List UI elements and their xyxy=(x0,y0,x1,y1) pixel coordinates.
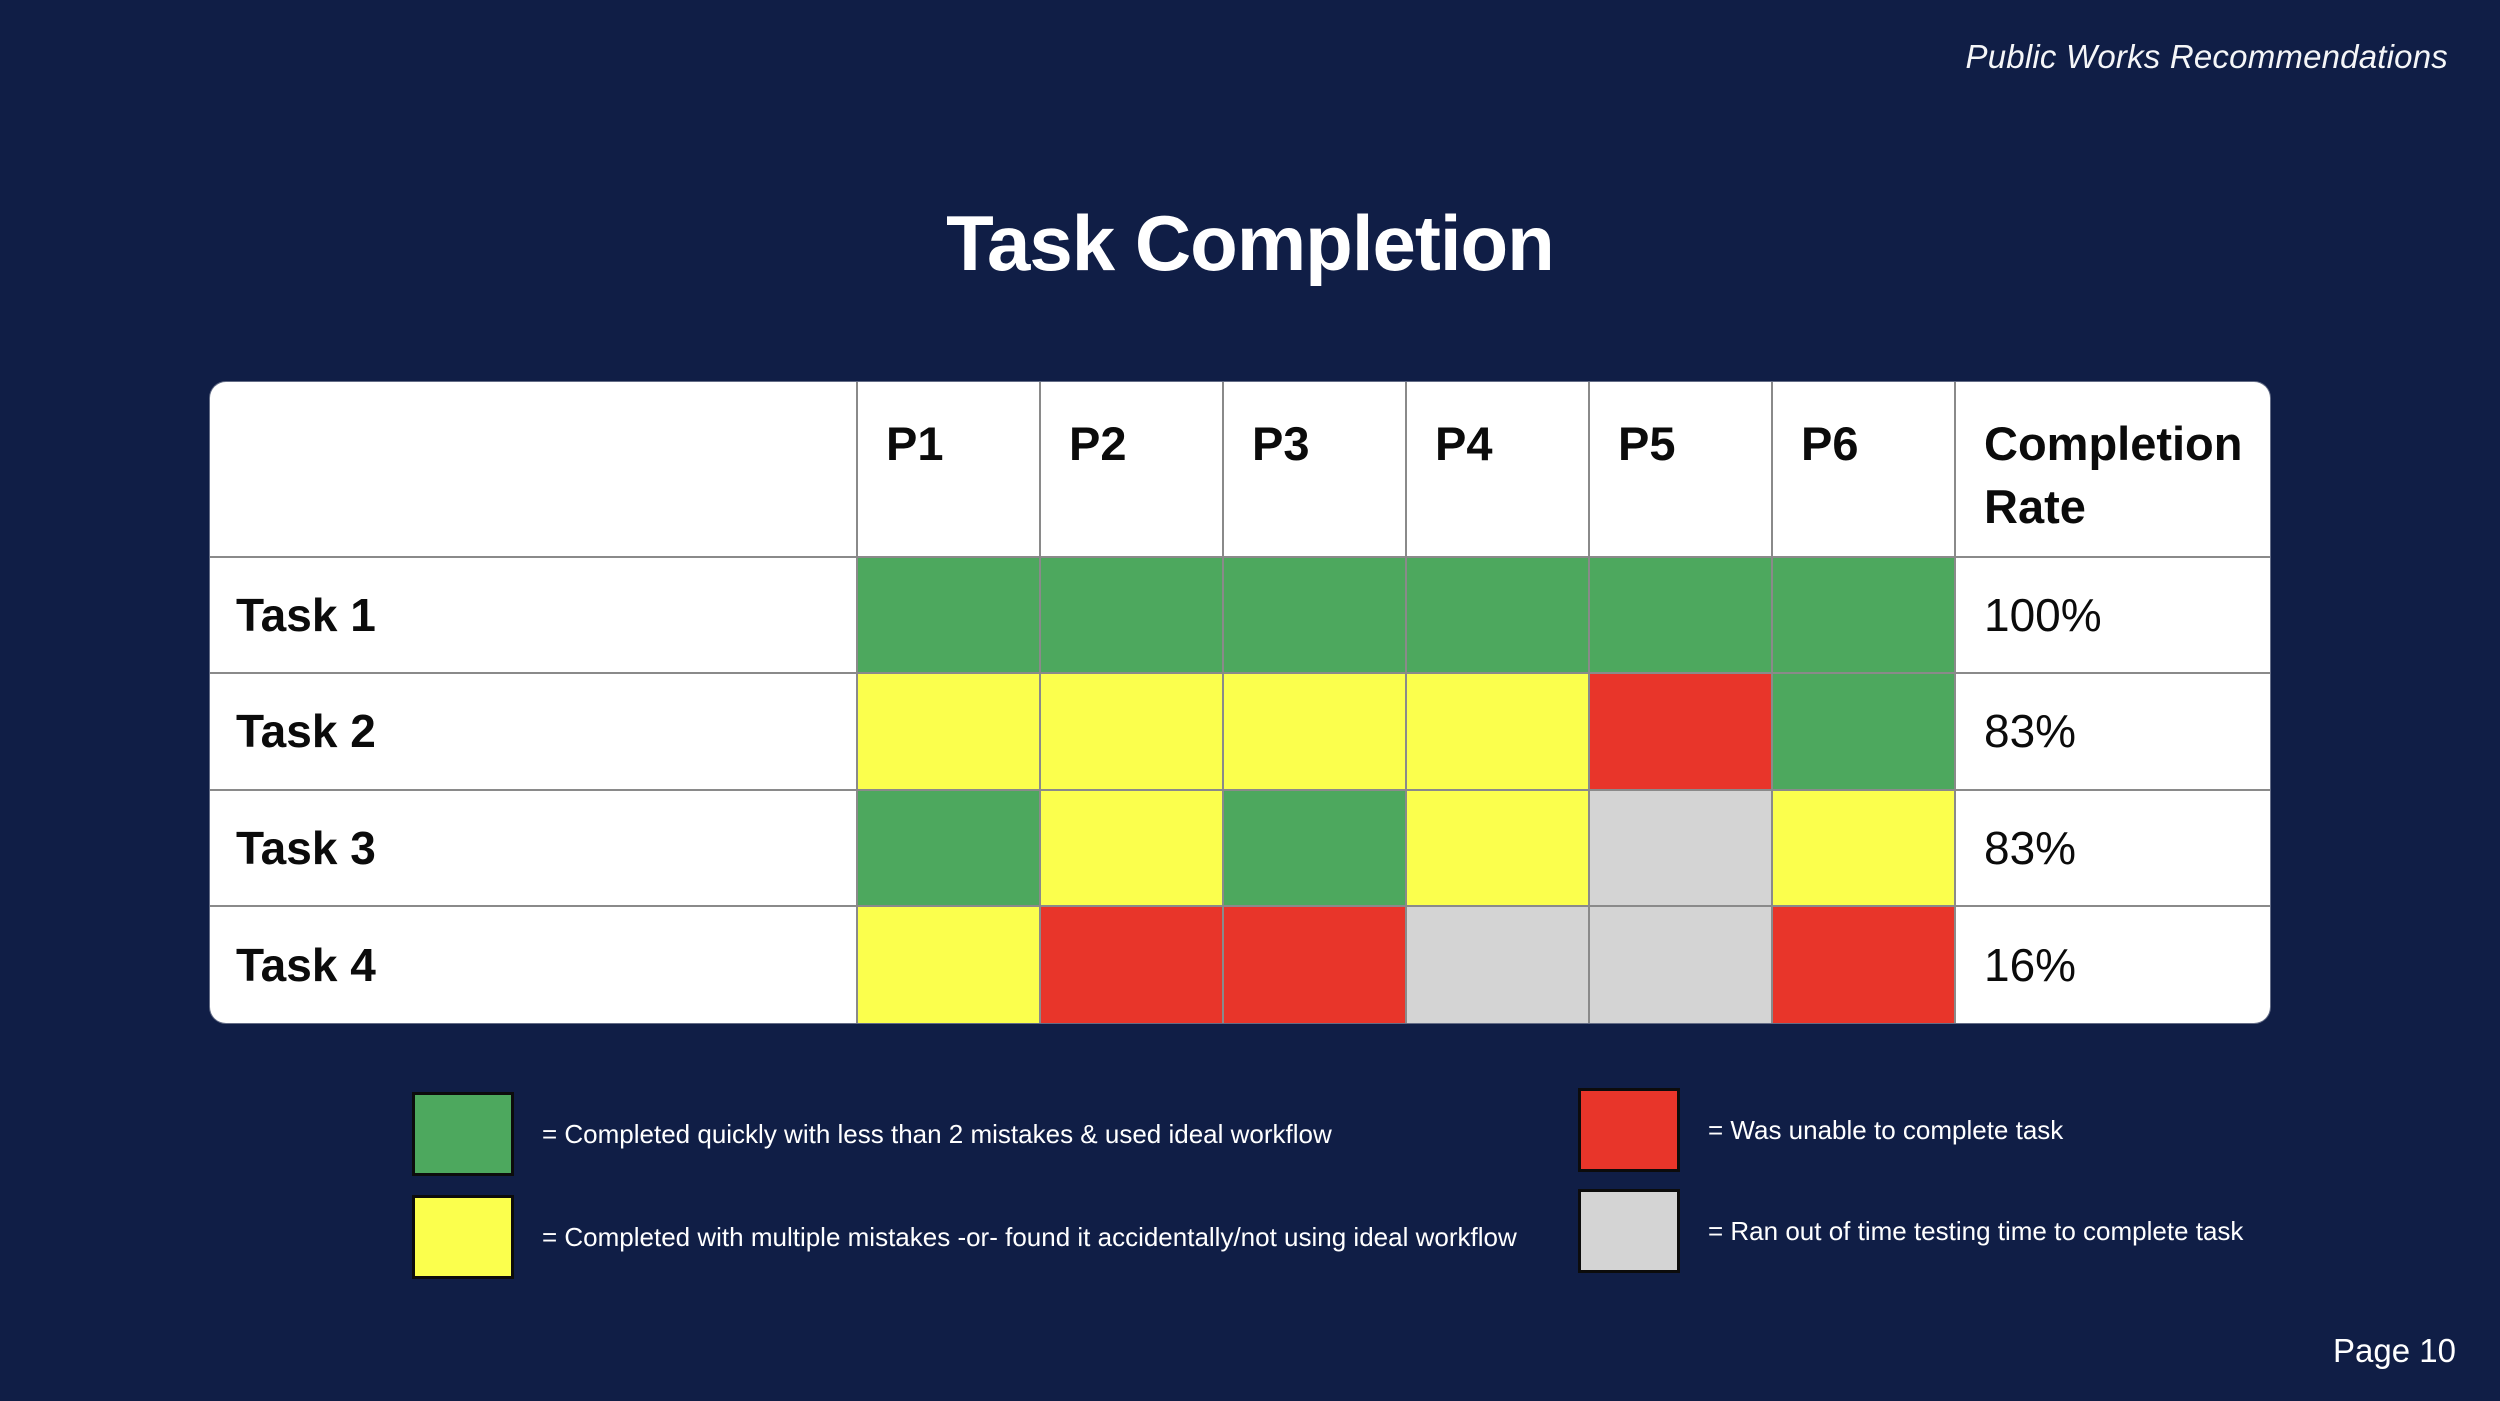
cell-task3-p5 xyxy=(1590,790,1773,907)
cell-task4-p4 xyxy=(1407,906,1590,1023)
cell-task4-p1 xyxy=(858,906,1041,1023)
cell-task3-p3 xyxy=(1224,790,1407,907)
cell-task1-p2 xyxy=(1041,558,1224,675)
cell-task2-p2 xyxy=(1041,674,1224,791)
legend-label-green: = Completed quickly with less than 2 mis… xyxy=(542,1118,1332,1149)
legend-item-red: = Was unable to complete task xyxy=(1578,1088,2063,1172)
cell-task3-p2 xyxy=(1041,790,1224,907)
legend-swatch-gray xyxy=(1578,1189,1680,1273)
column-header-completion-rate: Completion Rate xyxy=(1956,382,2270,558)
legend-label-yellow: = Completed with multiple mistakes -or- … xyxy=(542,1221,1517,1252)
cell-task2-p4 xyxy=(1407,674,1590,791)
column-header-p1: P1 xyxy=(858,382,1041,558)
column-header-p5: P5 xyxy=(1590,382,1773,558)
cell-task4-p6 xyxy=(1773,906,1956,1023)
cell-task1-p1 xyxy=(858,558,1041,675)
rate-task4: 16% xyxy=(1984,938,2077,991)
rate-task3: 83% xyxy=(1956,791,2270,907)
cell-task4-p3 xyxy=(1224,906,1407,1023)
cell-task2-p5 xyxy=(1590,674,1773,791)
cell-task2-p3 xyxy=(1224,674,1407,791)
column-header-p3: P3 xyxy=(1224,382,1407,558)
cell-task1-p3 xyxy=(1224,558,1407,675)
column-header-p4: P4 xyxy=(1407,382,1590,558)
deck-title: Public Works Recommendations xyxy=(1965,38,2448,75)
table-corner-cell xyxy=(210,382,858,558)
legend-item-yellow: = Completed with multiple mistakes -or- … xyxy=(412,1195,1517,1279)
legend-swatch-green xyxy=(412,1092,514,1176)
page-number: Page 10 xyxy=(2333,1332,2456,1369)
task-completion-table: P1 P2 P3 P4 P5 P6 Completion Rate Task 1… xyxy=(210,382,2270,1023)
rate-task1: 100% xyxy=(1956,558,2270,675)
cell-task1-p6 xyxy=(1773,558,1956,675)
cell-task4-p5 xyxy=(1590,906,1773,1023)
cell-task2-p1 xyxy=(858,674,1041,791)
legend-swatch-yellow xyxy=(412,1195,514,1279)
legend-label-red: = Was unable to complete task xyxy=(1708,1114,2064,1145)
row-label-task1: Task 1 xyxy=(210,558,858,675)
legend-item-gray: = Ran out of time testing time to comple… xyxy=(1578,1189,2243,1273)
legend-item-green: = Completed quickly with less than 2 mis… xyxy=(412,1092,1332,1176)
page-title: Task Completion xyxy=(946,199,1555,287)
legend-label-gray: = Ran out of time testing time to comple… xyxy=(1708,1215,2244,1246)
row-label-task3: Task 3 xyxy=(210,790,858,907)
row-label-task2: Task 2 xyxy=(210,674,858,791)
cell-task3-p6 xyxy=(1773,790,1956,907)
cell-task2-p6 xyxy=(1773,674,1956,791)
cell-task4-p2 xyxy=(1041,906,1224,1023)
column-header-p2: P2 xyxy=(1041,382,1224,558)
row-label-task4: Task 4 xyxy=(210,906,858,1023)
legend-swatch-red xyxy=(1578,1088,1680,1172)
cell-task3-p1 xyxy=(858,790,1041,907)
cell-task1-p5 xyxy=(1590,558,1773,675)
cell-task1-p4 xyxy=(1407,558,1590,675)
rate-task2: 83% xyxy=(1956,674,2270,791)
column-header-p6: P6 xyxy=(1773,382,1956,558)
cell-task3-p4 xyxy=(1407,790,1590,907)
